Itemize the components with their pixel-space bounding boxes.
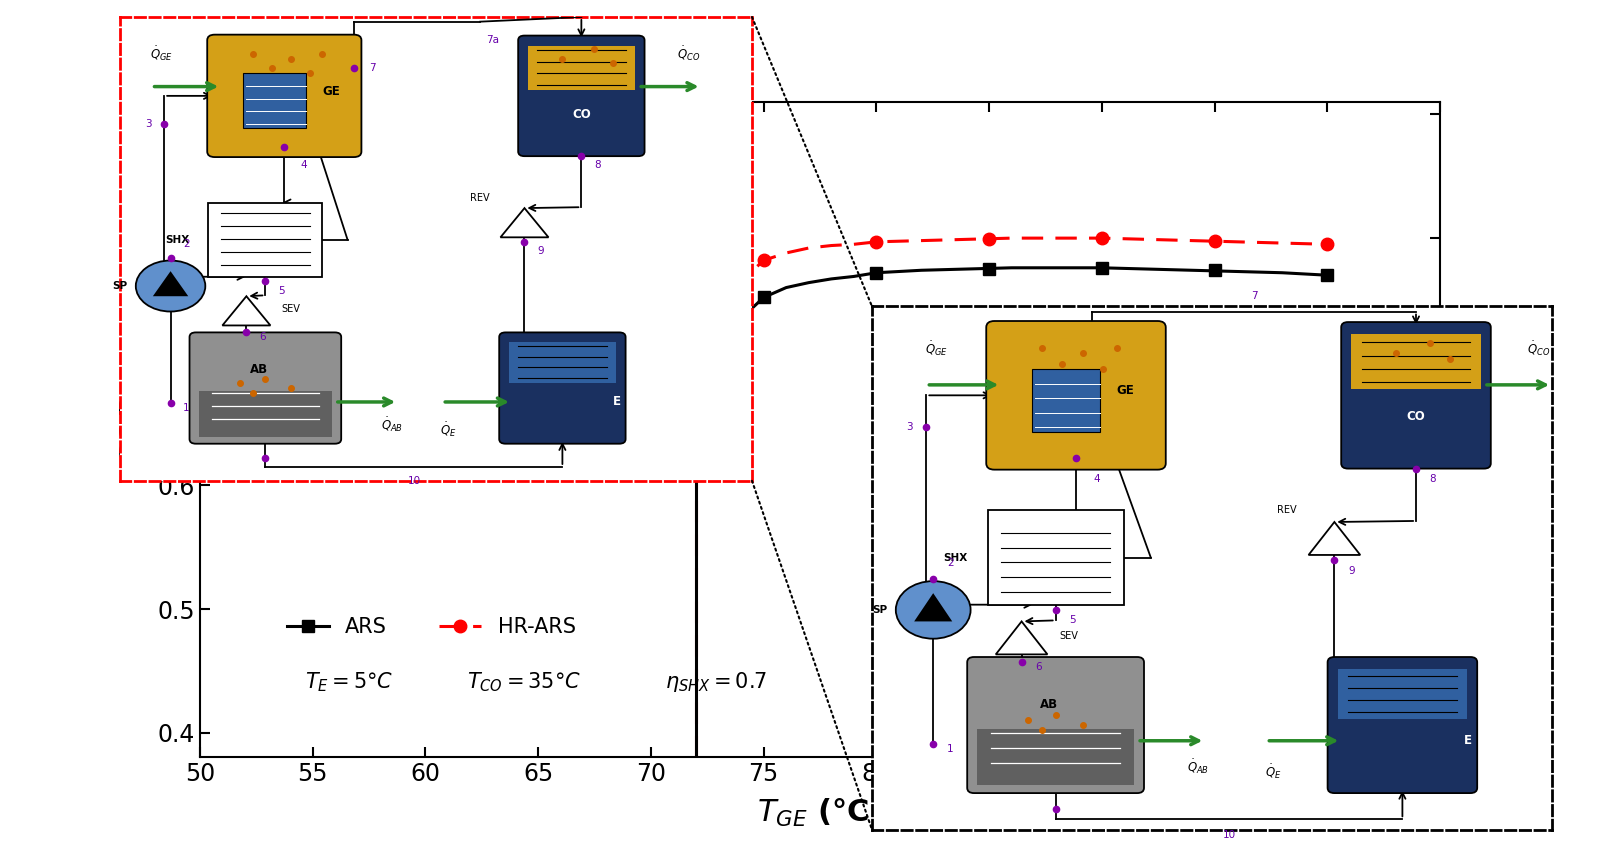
Bar [978, 728, 1134, 785]
FancyBboxPatch shape [1341, 322, 1491, 469]
Text: 3: 3 [906, 422, 912, 431]
Y-axis label: COP: COP [117, 395, 147, 465]
Text: $\dot{Q}_{CO}$: $\dot{Q}_{CO}$ [677, 45, 701, 64]
Text: GE: GE [1117, 384, 1134, 397]
Text: 10: 10 [1222, 830, 1235, 840]
Text: CO: CO [1406, 410, 1426, 423]
Text: $\dot{Q}_{GE}$: $\dot{Q}_{GE}$ [925, 339, 949, 357]
Legend: ARS, HR-ARS: ARS, HR-ARS [278, 608, 584, 645]
Text: 1: 1 [947, 744, 954, 754]
Polygon shape [995, 621, 1048, 654]
Text: $\dot{Q}_E$: $\dot{Q}_E$ [440, 420, 458, 439]
FancyBboxPatch shape [189, 333, 341, 443]
Bar [243, 72, 307, 129]
Text: AB: AB [1040, 698, 1058, 711]
Bar [198, 391, 331, 437]
Text: E: E [613, 396, 621, 408]
Polygon shape [1309, 522, 1360, 555]
Bar [208, 203, 322, 277]
Text: 6: 6 [1035, 662, 1042, 672]
Text: SHX: SHX [165, 235, 189, 244]
Text: 1: 1 [182, 403, 190, 413]
Circle shape [136, 260, 205, 311]
Text: 6: 6 [259, 332, 266, 342]
Text: 7: 7 [370, 63, 376, 73]
FancyBboxPatch shape [1328, 657, 1477, 793]
FancyBboxPatch shape [986, 321, 1166, 470]
Polygon shape [222, 296, 270, 325]
Text: 10: 10 [408, 476, 421, 486]
Bar [1338, 669, 1467, 719]
Text: 9: 9 [1349, 566, 1355, 575]
Text: REV: REV [470, 193, 490, 203]
X-axis label: $T_{GE}$ (°C): $T_{GE}$ (°C) [757, 797, 883, 830]
Text: E: E [1464, 734, 1472, 747]
Text: SHX: SHX [942, 552, 966, 563]
Circle shape [896, 581, 971, 639]
Text: 2: 2 [947, 557, 954, 568]
Text: 7a: 7a [486, 35, 499, 45]
FancyBboxPatch shape [208, 35, 362, 157]
Text: $\dot{Q}_E$: $\dot{Q}_E$ [1266, 762, 1282, 781]
Text: SEV: SEV [1059, 631, 1078, 641]
Text: 7: 7 [1251, 291, 1258, 301]
Text: 4: 4 [299, 161, 307, 170]
FancyBboxPatch shape [518, 36, 645, 157]
Text: GE: GE [322, 85, 339, 98]
Text: $\dot{Q}_{CO}$: $\dot{Q}_{CO}$ [1526, 339, 1550, 357]
Text: 4: 4 [1093, 474, 1099, 484]
Text: 5: 5 [278, 286, 285, 295]
Bar [1032, 369, 1099, 432]
FancyBboxPatch shape [966, 657, 1144, 793]
Text: SP: SP [872, 605, 886, 615]
Text: CO: CO [571, 108, 590, 121]
Text: $T_E=5°C$: $T_E=5°C$ [306, 671, 394, 694]
Bar [509, 342, 616, 383]
Text: SP: SP [112, 281, 128, 291]
Bar [987, 511, 1123, 605]
Bar [1352, 334, 1480, 389]
Text: 8: 8 [1430, 474, 1437, 484]
Text: $\dot{Q}_{AB}$: $\dot{Q}_{AB}$ [1187, 757, 1210, 776]
Text: 9: 9 [538, 246, 544, 256]
Polygon shape [501, 208, 549, 237]
Text: $\eta_{SHX} = 0.7$: $\eta_{SHX} = 0.7$ [666, 670, 766, 694]
Text: SEV: SEV [282, 304, 301, 314]
Text: 5: 5 [1069, 615, 1075, 625]
Text: $\dot{Q}_{AB}$: $\dot{Q}_{AB}$ [381, 416, 403, 435]
Polygon shape [914, 593, 952, 621]
Bar [528, 46, 635, 90]
Text: 8: 8 [594, 161, 600, 170]
Text: REV: REV [1277, 505, 1298, 516]
Text: 3: 3 [146, 118, 152, 129]
Polygon shape [154, 271, 189, 296]
Text: AB: AB [250, 363, 269, 376]
Text: $\dot{Q}_{GE}$: $\dot{Q}_{GE}$ [150, 45, 173, 64]
Text: $T_{CO}=35°C$: $T_{CO}=35°C$ [467, 671, 581, 694]
Text: 2: 2 [182, 239, 190, 249]
FancyBboxPatch shape [499, 333, 626, 443]
